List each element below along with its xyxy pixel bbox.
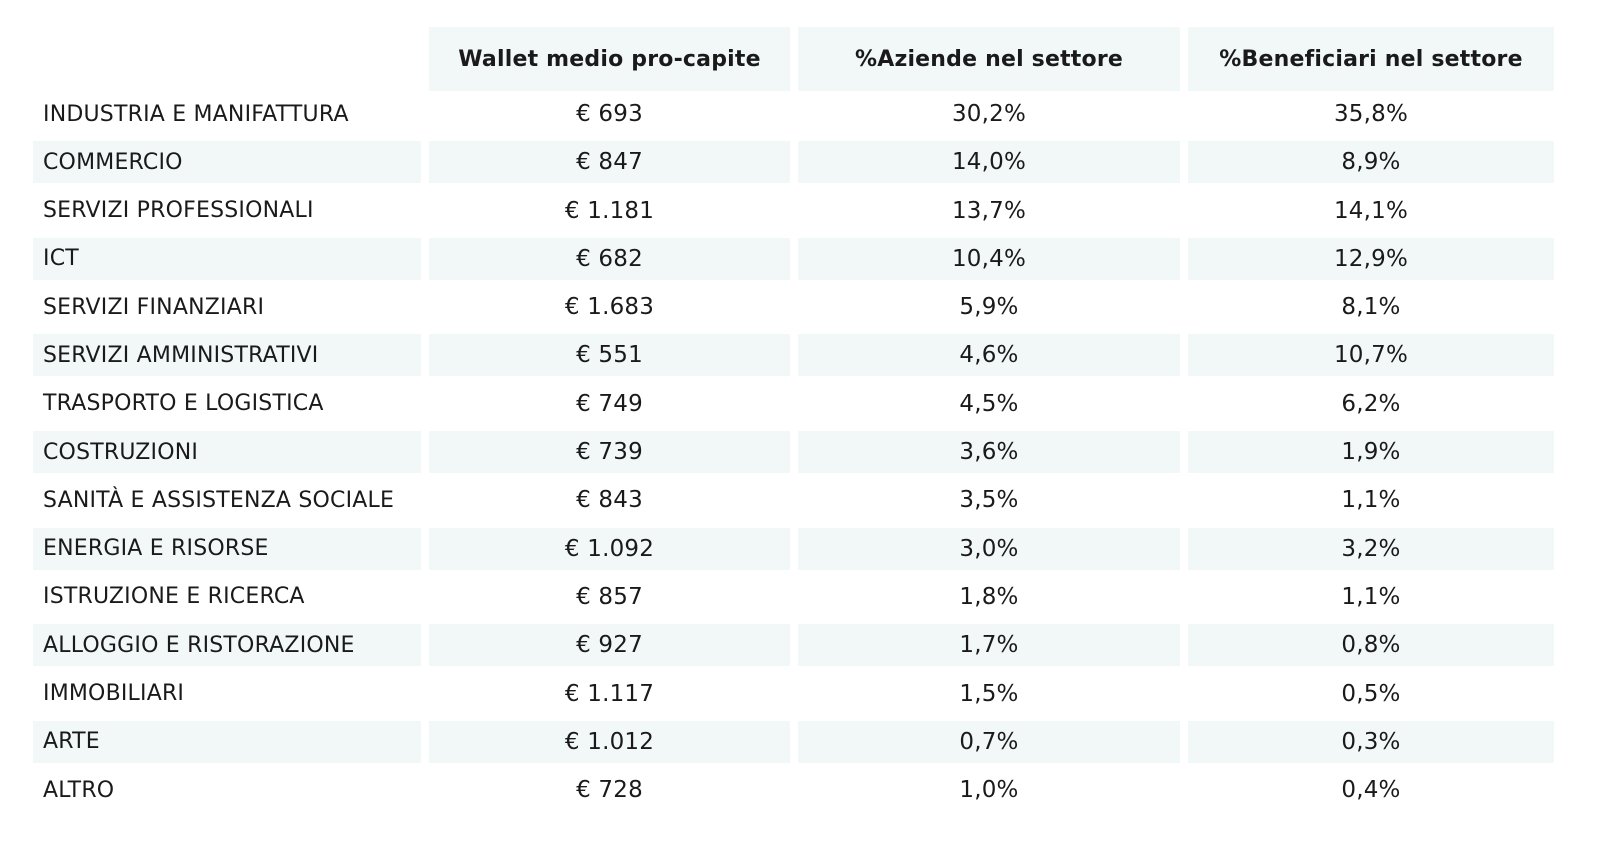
cell-wallet: € 1.181 [564, 197, 655, 224]
cell-aziende: 1,7% [798, 624, 1180, 667]
cell-aziende: 5,9% [959, 294, 1019, 321]
cell-wallet: € 843 [576, 487, 643, 514]
cell-sector: ALTRO [43, 777, 115, 803]
cell-wallet: € 1.117 [564, 680, 655, 707]
cell-beneficiari: 10,7% [1188, 334, 1554, 377]
cell-beneficiari: 14,1% [1333, 197, 1409, 224]
cell-wallet: € 1.092 [429, 527, 790, 570]
cell-wallet: € 927 [429, 624, 790, 667]
cell-beneficiari: 0,5% [1341, 680, 1401, 707]
table-row: ARTE € 1.012 0,7% 0,3% [33, 720, 1600, 763]
cell-sector: SANITÀ E ASSISTENZA SOCIALE [43, 487, 395, 513]
sector-table: Wallet medio pro-capite %Aziende nel set… [33, 27, 1600, 817]
cell-beneficiari: 0,8% [1188, 624, 1554, 667]
cell-wallet: € 1.683 [564, 294, 655, 321]
table-row: ALTRO € 728 1,0% 0,4% [33, 769, 1600, 811]
header-cell-wallet: Wallet medio pro-capite [429, 27, 790, 91]
cell-sector: ALLOGGIO E RISTORAZIONE [33, 624, 421, 667]
cell-sector: ENERGIA E RISORSE [33, 527, 421, 570]
table-row: SERVIZI AMMINISTRATIVI € 551 4,6% 10,7% [33, 334, 1600, 377]
cell-aziende: 13,7% [951, 197, 1027, 224]
cell-aziende: 3,5% [959, 487, 1019, 514]
cell-sector: SERVIZI AMMINISTRATIVI [33, 334, 421, 377]
header-cell-beneficiari: %Beneficiari nel settore [1188, 27, 1554, 91]
header-cell-aziende: %Aziende nel settore [798, 27, 1180, 91]
cell-wallet: € 1.012 [429, 720, 790, 763]
cell-aziende: 30,2% [951, 101, 1027, 127]
cell-wallet: € 693 [576, 101, 643, 127]
cell-beneficiari: 1,9% [1188, 431, 1554, 474]
cell-sector: IMMOBILIARI [43, 681, 185, 707]
table-row: SERVIZI PROFESSIONALI € 1.181 13,7% 14,1% [33, 190, 1600, 232]
cell-beneficiari: 1,1% [1341, 487, 1401, 514]
cell-aziende: 1,0% [959, 777, 1019, 804]
cell-sector: COMMERCIO [33, 141, 421, 184]
table-row: ISTRUZIONE E RICERCA € 857 1,8% 1,1% [33, 576, 1600, 618]
table-row: ALLOGGIO E RISTORAZIONE € 927 1,7% 0,8% [33, 624, 1600, 667]
cell-beneficiari: 0,3% [1188, 720, 1554, 763]
cell-sector: ISTRUZIONE E RICERCA [43, 584, 305, 610]
cell-aziende: 14,0% [798, 141, 1180, 184]
table-row: COSTRUZIONI € 739 3,6% 1,9% [33, 431, 1600, 474]
cell-beneficiari: 6,2% [1341, 390, 1401, 417]
cell-sector: SERVIZI FINANZIARI [43, 294, 265, 320]
cell-wallet: € 857 [576, 583, 643, 610]
cell-wallet: € 728 [576, 777, 643, 804]
cell-sector: ICT [33, 237, 421, 280]
table-row: ENERGIA E RISORSE € 1.092 3,0% 3,2% [33, 527, 1600, 570]
cell-beneficiari: 1,1% [1341, 583, 1401, 610]
cell-aziende: 3,0% [798, 527, 1180, 570]
cell-beneficiari: 0,4% [1341, 777, 1401, 804]
table-row: SANITÀ E ASSISTENZA SOCIALE € 843 3,5% 1,1% [33, 479, 1600, 521]
cell-beneficiari: 12,9% [1188, 237, 1554, 280]
cell-aziende: 3,6% [798, 431, 1180, 474]
cell-wallet: € 739 [429, 431, 790, 474]
cell-aziende: 10,4% [798, 237, 1180, 280]
cell-wallet: € 749 [576, 390, 643, 417]
table-row: INDUSTRIA E MANIFATTURA € 693 30,2% 35,8% [33, 93, 1600, 135]
table-row: SERVIZI FINANZIARI € 1.683 5,9% 8,1% [33, 286, 1600, 328]
cell-aziende: 4,5% [959, 390, 1019, 417]
table-header: Wallet medio pro-capite %Aziende nel set… [33, 27, 1600, 91]
cell-beneficiari: 3,2% [1188, 527, 1554, 570]
cell-aziende: 1,8% [959, 583, 1019, 610]
cell-beneficiari: 35,8% [1333, 101, 1409, 127]
cell-aziende: 1,5% [959, 680, 1019, 707]
header-cell-sector [33, 27, 421, 91]
cell-wallet: € 682 [429, 237, 790, 280]
cell-sector: SERVIZI PROFESSIONALI [43, 198, 314, 224]
cell-wallet: € 847 [429, 141, 790, 184]
cell-aziende: 4,6% [798, 334, 1180, 377]
cell-sector: INDUSTRIA E MANIFATTURA [43, 101, 349, 127]
table-row: COMMERCIO € 847 14,0% 8,9% [33, 141, 1600, 184]
table-row: ICT € 682 10,4% 12,9% [33, 237, 1600, 280]
cell-sector: ARTE [33, 720, 421, 763]
cell-sector: TRASPORTO E LOGISTICA [43, 391, 324, 417]
table-body: INDUSTRIA E MANIFATTURA € 693 30,2% 35,8% CO… [33, 93, 1600, 811]
table-row: IMMOBILIARI € 1.117 1,5% 0,5% [33, 673, 1600, 715]
cell-beneficiari: 8,9% [1188, 141, 1554, 184]
table-row: TRASPORTO E LOGISTICA € 749 4,5% 6,2% [33, 383, 1600, 425]
cell-beneficiari: 8,1% [1341, 294, 1401, 321]
cell-wallet: € 551 [429, 334, 790, 377]
cell-aziende: 0,7% [798, 720, 1180, 763]
cell-sector: COSTRUZIONI [33, 431, 421, 474]
